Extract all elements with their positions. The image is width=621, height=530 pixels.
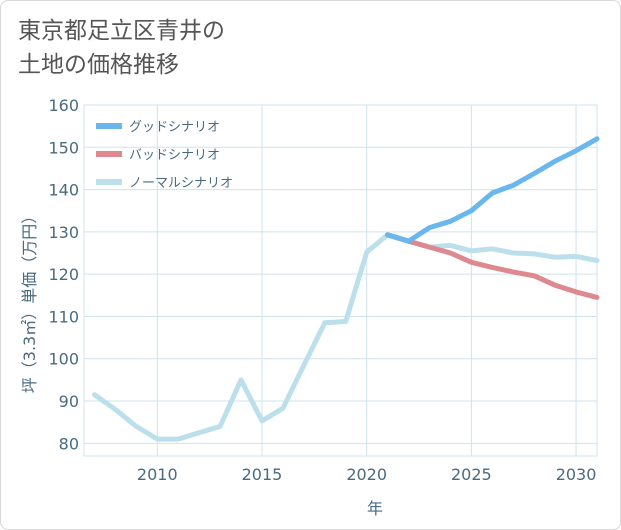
y-tick-label: 130 xyxy=(48,223,79,242)
x-tick-label: 2015 xyxy=(242,465,283,484)
y-tick-label: 150 xyxy=(48,138,79,157)
x-tick-label: 2020 xyxy=(346,465,387,484)
x-tick-label: 2010 xyxy=(137,465,178,484)
series-lines xyxy=(92,136,600,442)
y-tick-label: 110 xyxy=(48,307,79,326)
y-tick-labels: 80 90 100 110 120 130 140 150 160 xyxy=(48,96,79,453)
chart-title-line-1: 東京都足立区青井の xyxy=(18,18,225,44)
grid-lines xyxy=(84,104,597,456)
x-tick-labels: 2010 2015 2020 2025 2030 xyxy=(137,465,596,484)
legend-label-good: グッドシナリオ xyxy=(129,120,220,135)
x-tick-label: 2030 xyxy=(556,465,597,484)
x-tick-label: 2025 xyxy=(451,465,492,484)
legend-label-normal: ノーマルシナリオ xyxy=(129,176,233,191)
y-tick-label: 120 xyxy=(48,265,79,284)
y-axis-label: 坪（3.3㎡）単価（万円） xyxy=(20,208,39,393)
y-tick-label: 80 xyxy=(59,434,79,453)
plot-area-border xyxy=(83,104,598,457)
series-line-bad xyxy=(385,232,600,300)
y-tick-label: 100 xyxy=(48,350,79,369)
y-tick-label: 160 xyxy=(48,96,79,115)
series-line-good xyxy=(385,136,600,244)
series-line-normal xyxy=(92,232,600,442)
y-tick-label: 90 xyxy=(59,392,79,411)
chart-title: 東京都足立区青井の 土地の価格推移 xyxy=(18,14,225,82)
chart-title-line-2: 土地の価格推移 xyxy=(18,52,179,78)
y-tick-label: 140 xyxy=(48,181,79,200)
legend-label-bad: バッドシナリオ xyxy=(129,148,220,163)
x-axis-label: 年 xyxy=(367,499,383,518)
